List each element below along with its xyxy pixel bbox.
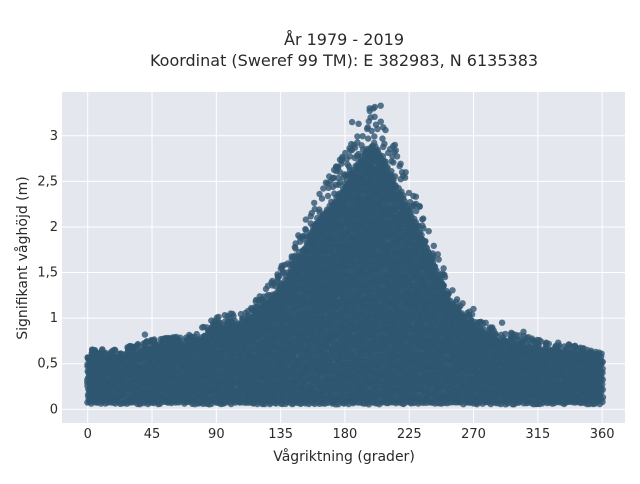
chart-title-line2: Koordinat (Sweref 99 TM): E 382983, N 61… [150, 51, 538, 70]
chart-title-line1: År 1979 - 2019 [284, 30, 404, 49]
